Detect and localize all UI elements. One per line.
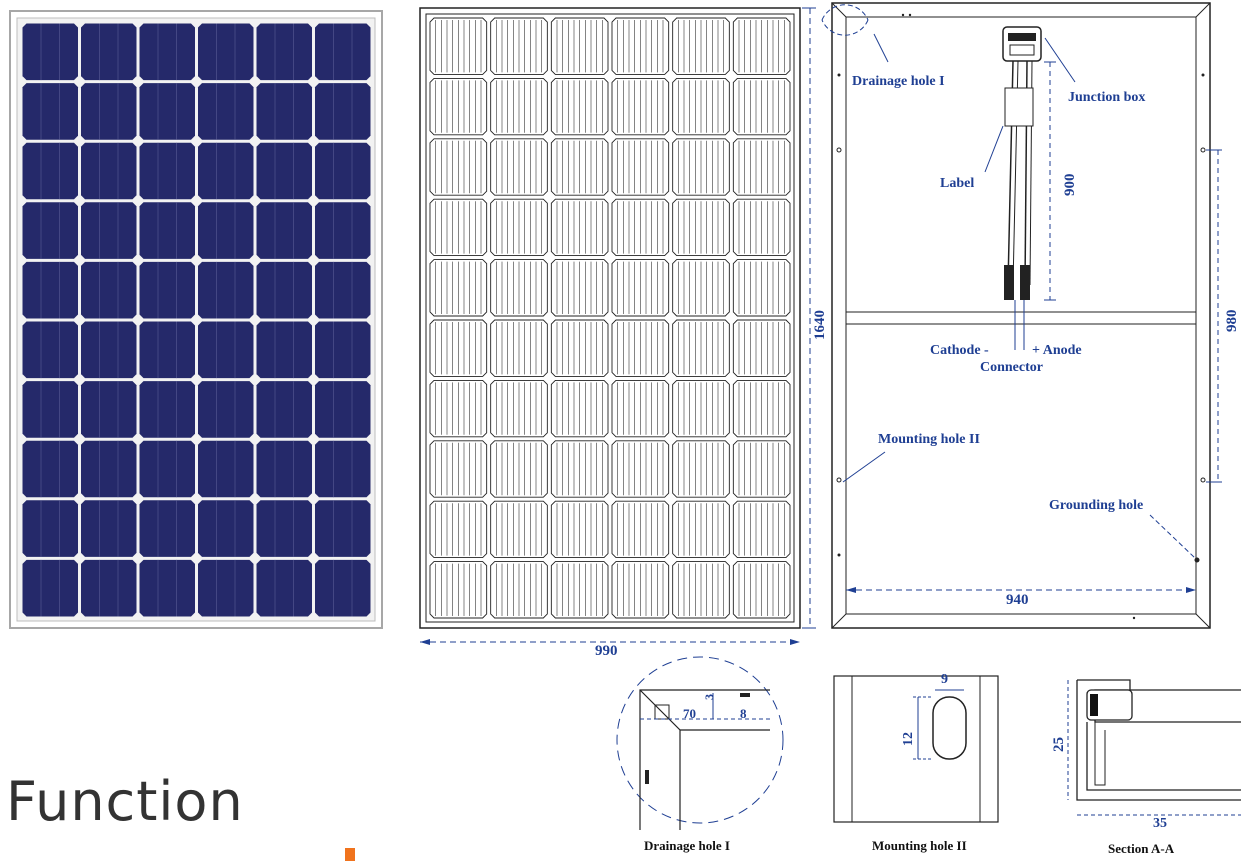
solar-cell xyxy=(315,83,371,140)
solar-cell xyxy=(315,142,371,200)
solar-cell xyxy=(198,559,254,617)
solar-cell xyxy=(315,381,371,438)
caption-drainage-hole: Drainage hole I xyxy=(644,838,730,853)
solar-cell xyxy=(198,321,254,379)
solar-cell xyxy=(256,440,312,498)
dim-940: 940 xyxy=(1006,592,1029,608)
dim-980: 980 xyxy=(1224,309,1240,333)
solar-cell xyxy=(139,381,195,438)
solar-cell xyxy=(198,500,254,557)
solar-cell xyxy=(315,23,371,81)
solar-cell xyxy=(256,83,312,140)
solar-cell xyxy=(81,23,137,81)
solar-cell xyxy=(81,321,137,379)
accent-mark xyxy=(345,848,355,861)
detail-drainage-hole xyxy=(616,656,784,830)
label-cathode: Cathode - xyxy=(930,343,989,358)
solar-cell xyxy=(22,83,78,140)
label-grounding-hole: Grounding hole xyxy=(1049,498,1144,513)
solar-cell xyxy=(22,559,78,617)
label-connector: Connector xyxy=(980,360,1043,375)
solar-cell xyxy=(198,261,254,319)
solar-cell xyxy=(139,261,195,319)
solar-cell xyxy=(81,261,137,319)
back-panel xyxy=(821,2,1222,629)
solar-cell xyxy=(315,559,371,617)
caption-section-aa: Section A-A xyxy=(1108,841,1175,856)
solar-cell xyxy=(198,381,254,438)
detail-mounting-hole xyxy=(833,675,999,823)
solar-cell xyxy=(315,500,371,557)
solar-cell xyxy=(81,381,137,438)
solar-cell xyxy=(139,559,195,617)
solar-cell xyxy=(139,23,195,81)
solar-cell xyxy=(315,321,371,379)
solar-cell xyxy=(256,23,312,81)
solar-cell xyxy=(139,440,195,498)
label-mounting-hole: Mounting hole II xyxy=(878,432,980,447)
outline-panel xyxy=(419,7,816,645)
solar-cell xyxy=(139,500,195,557)
dim-70: 70 xyxy=(683,706,696,721)
label-drainage-hole: Drainage hole I xyxy=(852,74,945,89)
label-label: Label xyxy=(940,176,975,191)
solar-cell xyxy=(315,261,371,319)
solar-cell xyxy=(81,440,137,498)
dim-25: 25 xyxy=(1051,737,1067,752)
solar-cell xyxy=(22,500,78,557)
solar-cell xyxy=(256,321,312,379)
dim-12: 12 xyxy=(901,732,916,746)
solar-cell xyxy=(22,381,78,438)
solar-cell xyxy=(256,559,312,617)
solar-cell xyxy=(81,202,137,259)
front-panel xyxy=(9,10,383,629)
solar-cell xyxy=(81,142,137,200)
solar-cell xyxy=(139,202,195,259)
solar-cell xyxy=(198,83,254,140)
solar-cell xyxy=(198,23,254,81)
solar-cell xyxy=(256,381,312,438)
solar-cell xyxy=(198,440,254,498)
label-junction-box: Junction box xyxy=(1068,90,1146,105)
solar-cell xyxy=(256,500,312,557)
solar-cell xyxy=(256,142,312,200)
solar-cell xyxy=(315,440,371,498)
solar-cell xyxy=(81,83,137,140)
dim-1640: 1640 xyxy=(812,310,828,340)
page-title: Function xyxy=(6,770,244,833)
label-anode: + Anode xyxy=(1032,343,1082,358)
dim-3: 3 xyxy=(702,694,716,700)
dim-900: 900 xyxy=(1062,173,1078,197)
solar-cell xyxy=(22,321,78,379)
solar-cell xyxy=(315,202,371,259)
dim-35: 35 xyxy=(1153,816,1167,831)
solar-cell xyxy=(22,202,78,259)
solar-cell xyxy=(81,500,137,557)
dim-8: 8 xyxy=(740,706,747,721)
solar-cell xyxy=(256,261,312,319)
solar-cell xyxy=(198,202,254,259)
solar-cell xyxy=(139,142,195,200)
solar-cell xyxy=(22,23,78,81)
dim-9: 9 xyxy=(941,672,948,687)
solar-cell xyxy=(256,202,312,259)
solar-cell xyxy=(22,261,78,319)
solar-cell xyxy=(22,142,78,200)
solar-cell xyxy=(198,142,254,200)
detail-section-aa xyxy=(1067,679,1241,816)
solar-cell xyxy=(22,440,78,498)
solar-cell xyxy=(139,83,195,140)
caption-mounting-hole: Mounting hole II xyxy=(872,838,967,853)
dim-990: 990 xyxy=(595,643,618,659)
solar-cell xyxy=(139,321,195,379)
solar-cell xyxy=(81,559,137,617)
